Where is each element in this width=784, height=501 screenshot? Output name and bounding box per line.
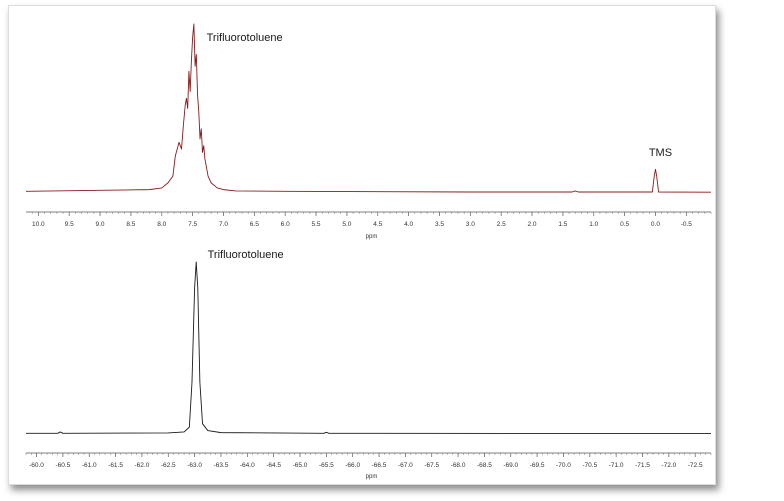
x-tick-label: -68.5 xyxy=(477,462,492,469)
spectrum-line-1-1 xyxy=(25,23,712,193)
x-tick-label: -66.0 xyxy=(345,462,360,469)
x-tick-label: -0.5 xyxy=(681,221,693,228)
x-tick-label: 0.0 xyxy=(651,221,660,228)
x-tick-label: -72.5 xyxy=(688,462,703,469)
x-tick-label: 8.0 xyxy=(157,221,166,228)
x-tick-label: -61.0 xyxy=(82,462,97,469)
x-tick-label: -62.5 xyxy=(161,462,176,469)
peak-annotation: Trifluorotoluene xyxy=(207,32,283,44)
x-tick-label: -69.0 xyxy=(503,462,518,469)
x-tick-label: 9.0 xyxy=(96,221,105,228)
x-tick-label: -65.5 xyxy=(319,462,334,469)
x-tick-label: -72.0 xyxy=(661,462,676,469)
x-tick-label: 6.0 xyxy=(281,221,290,228)
spectrum-panel-2: -60.0 -60.5 -61.0 -61.5 -62.0 -62.5 -63.0 -63.5… xyxy=(25,249,712,480)
x-tick-label: 4.5 xyxy=(373,221,382,228)
x-tick-label: -61.5 xyxy=(108,462,123,469)
x-tick-label: 7.0 xyxy=(219,221,228,228)
x-tick-label: 2.5 xyxy=(497,221,506,228)
x-axis-title: ppm xyxy=(366,234,378,240)
x-tick-label: -62.0 xyxy=(135,462,150,469)
x-tick-label: 5.5 xyxy=(312,221,321,228)
x-tick-label: 1.5 xyxy=(558,221,567,228)
x-tick-label: 6.5 xyxy=(250,221,259,228)
peak-annotation: Trifluorotoluene xyxy=(208,249,284,261)
x-tick-label: 4.0 xyxy=(404,221,413,228)
x-tick-label: 5.0 xyxy=(342,221,351,228)
x-tick-label: 2.0 xyxy=(528,221,537,228)
peak-annotation: TMS xyxy=(649,147,672,159)
x-tick-label: -67.0 xyxy=(398,462,413,469)
x-tick-label: -64.0 xyxy=(240,462,255,469)
spectrum-line-2-1 xyxy=(26,261,712,434)
x-tick-label: -71.0 xyxy=(609,462,624,469)
x-tick-label: 9.5 xyxy=(65,221,74,228)
x-tick-label: 3.0 xyxy=(466,221,475,228)
x-tick-label: 3.5 xyxy=(435,221,444,228)
x-tick-label: -70.5 xyxy=(582,462,597,469)
x-tick-label: -65.0 xyxy=(293,462,308,469)
x-tick-label: -71.5 xyxy=(635,462,650,469)
x-tick-label: 10.0 xyxy=(32,221,45,228)
x-tick-label: 1.0 xyxy=(589,221,598,228)
figure-frame xyxy=(8,5,716,485)
x-tick-label: -69.5 xyxy=(530,462,545,469)
x-tick-label: -70.0 xyxy=(556,462,571,469)
x-tick-label: -60.0 xyxy=(29,462,44,469)
x-tick-label: -66.5 xyxy=(372,462,387,469)
x-tick-label: -64.5 xyxy=(266,462,281,469)
spectrum-panel-1: 10.0 9.5 9.0 8.5 8.0 7.5 7.0 6.5 6.0 5.5 5.0 4.5 4.0… xyxy=(25,23,712,240)
x-tick-label: -60.5 xyxy=(55,462,70,469)
x-axis-title: ppm xyxy=(366,474,378,480)
x-tick-label: 8.5 xyxy=(126,221,135,228)
x-tick-label: -67.5 xyxy=(424,462,439,469)
x-tick-label: -63.5 xyxy=(214,462,229,469)
x-tick-label: 0.5 xyxy=(620,221,629,228)
x-tick-label: -63.0 xyxy=(187,462,202,469)
x-tick-label: -68.0 xyxy=(451,462,466,469)
x-tick-label: 7.5 xyxy=(188,221,197,228)
